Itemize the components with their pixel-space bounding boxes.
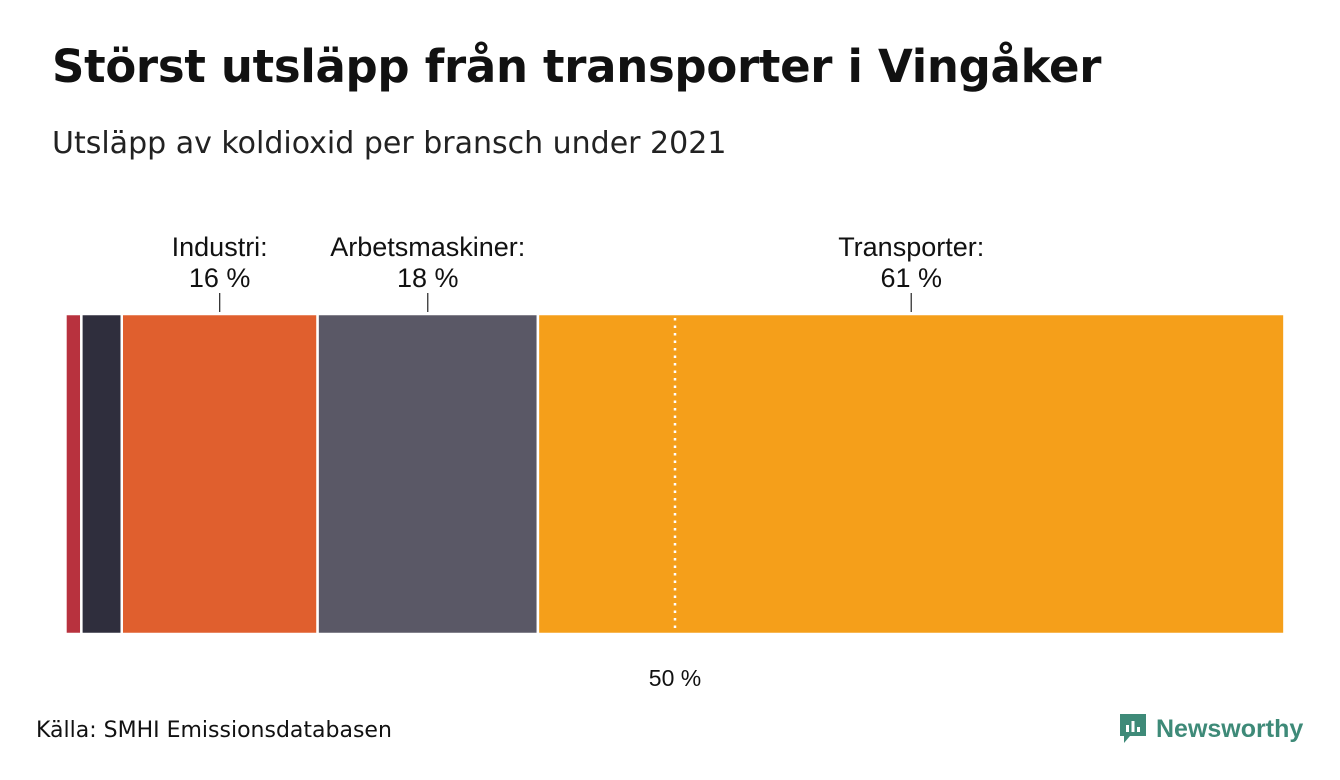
reference-line-group: 50 % [649, 318, 701, 691]
value-industri: 16 % [189, 263, 251, 293]
label-industri: Industri: [172, 232, 268, 262]
bar-segment-7 [1283, 312, 1289, 636]
value-transporter: 61 % [880, 263, 942, 293]
bar-segment-2 [64, 312, 83, 636]
chart-subtitle: Utsläpp av koldioxid per bransch under 2… [52, 126, 727, 161]
bar-industri [120, 312, 319, 636]
bar-segments [61, 312, 1289, 636]
bar-arbetsmaskiner [316, 312, 540, 636]
brand-logo: Newsworthy [1118, 712, 1303, 746]
newsworthy-logo-icon [1120, 714, 1146, 743]
chart-title: Störst utsläpp från transporter i Vingåk… [52, 40, 1102, 93]
bar-transporter [536, 312, 1286, 636]
source-note: Källa: SMHI Emissionsdatabasen [36, 718, 392, 743]
bar-segment-3 [80, 312, 124, 636]
brand-name: Newsworthy [1156, 714, 1304, 743]
reference-line-label: 50 % [649, 665, 701, 691]
segment-labels: Industri:16 % Arbetsmaskiner:18 % Transpor… [172, 232, 984, 312]
value-arbetsmaskiner: 18 % [397, 263, 459, 293]
label-transporter: Transporter: [838, 232, 984, 262]
label-arbetsmaskiner: Arbetsmaskiner: [330, 232, 525, 262]
